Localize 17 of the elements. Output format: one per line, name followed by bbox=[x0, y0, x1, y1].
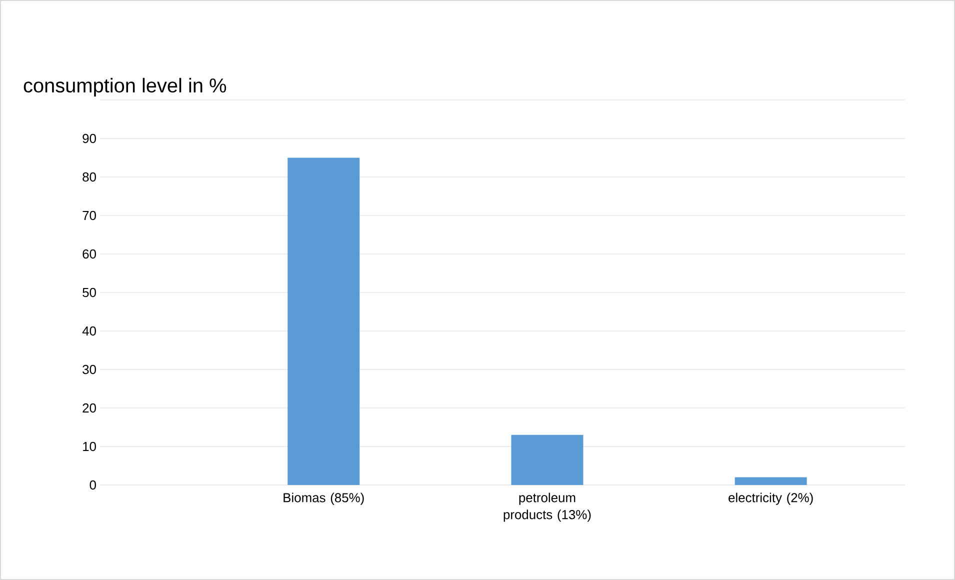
y-tick-label: 40 bbox=[82, 326, 96, 336]
y-tick-label: 80 bbox=[82, 172, 96, 182]
y-axis-title: consumption level in % bbox=[24, 78, 226, 96]
bar bbox=[511, 434, 584, 485]
x-tick-label: electricity (2%) bbox=[728, 492, 813, 505]
y-tick-label: 20 bbox=[82, 403, 96, 413]
y-tick-label: 0 bbox=[90, 480, 96, 490]
y-tick-label: 10 bbox=[83, 442, 96, 452]
bar bbox=[288, 158, 360, 485]
y-tick-label: 30 bbox=[82, 364, 96, 374]
x-tick-label: petroleum products (13%) bbox=[504, 492, 591, 522]
y-tick-label: 70 bbox=[82, 210, 96, 220]
y-tick-label: 90 bbox=[82, 134, 96, 144]
y-tick-label: 60 bbox=[82, 249, 96, 259]
y-tick-label: 50 bbox=[82, 288, 96, 298]
x-tick-label: Biomas (85%) bbox=[284, 492, 364, 505]
bar bbox=[734, 477, 807, 485]
